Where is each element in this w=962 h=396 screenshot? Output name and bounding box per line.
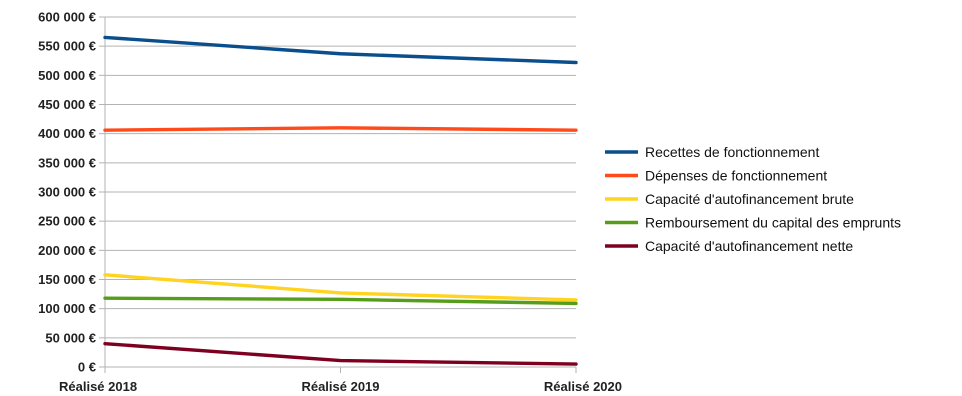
series-line-3: [103, 273, 578, 302]
y-tick-label: 550 000 €: [38, 39, 96, 54]
y-tick-label: 450 000 €: [38, 97, 96, 112]
legend-label: Capacité d'autofinancement brute: [645, 191, 854, 207]
series-lines: [103, 35, 578, 366]
legend-label: Remboursement du capital des emprunts: [645, 215, 901, 231]
legend-label: Capacité d'autofinancement nette: [645, 238, 853, 254]
y-tick-label: 0 €: [78, 360, 96, 375]
x-tick-label: Réalisé 2020: [544, 379, 622, 394]
y-tick-label: 300 000 €: [38, 185, 96, 200]
y-tick-label: 100 000 €: [38, 301, 96, 316]
legend-label: Dépenses de fonctionnement: [645, 168, 827, 184]
legend: Recettes de fonctionnement Dépenses de fo…: [605, 144, 901, 254]
y-tick-label: 250 000 €: [38, 214, 96, 229]
y-tick-label: 150 000 €: [38, 272, 96, 287]
y-tick-label: 600 000 €: [38, 10, 96, 25]
x-tick-label: Réalisé 2019: [301, 379, 379, 394]
series-line-1: [103, 35, 578, 65]
legend-label: Recettes de fonctionnement: [645, 144, 819, 160]
series-line-5: [103, 341, 578, 366]
y-tick-label: 200 000 €: [38, 243, 96, 258]
y-tick-label: 350 000 €: [38, 155, 96, 170]
x-tick-label: Réalisé 2018: [59, 379, 137, 394]
axes: 0 € 50 000 € 100 000 € 150 000 € 200 000 € 25…: [38, 10, 622, 395]
y-tick-label: 400 000 €: [38, 126, 96, 141]
gridlines: [105, 16, 576, 368]
series-line-2: [103, 126, 578, 132]
y-tick-label: 50 000 €: [45, 330, 96, 345]
series-line-4: [103, 296, 578, 306]
y-tick-label: 500 000 €: [38, 68, 96, 83]
